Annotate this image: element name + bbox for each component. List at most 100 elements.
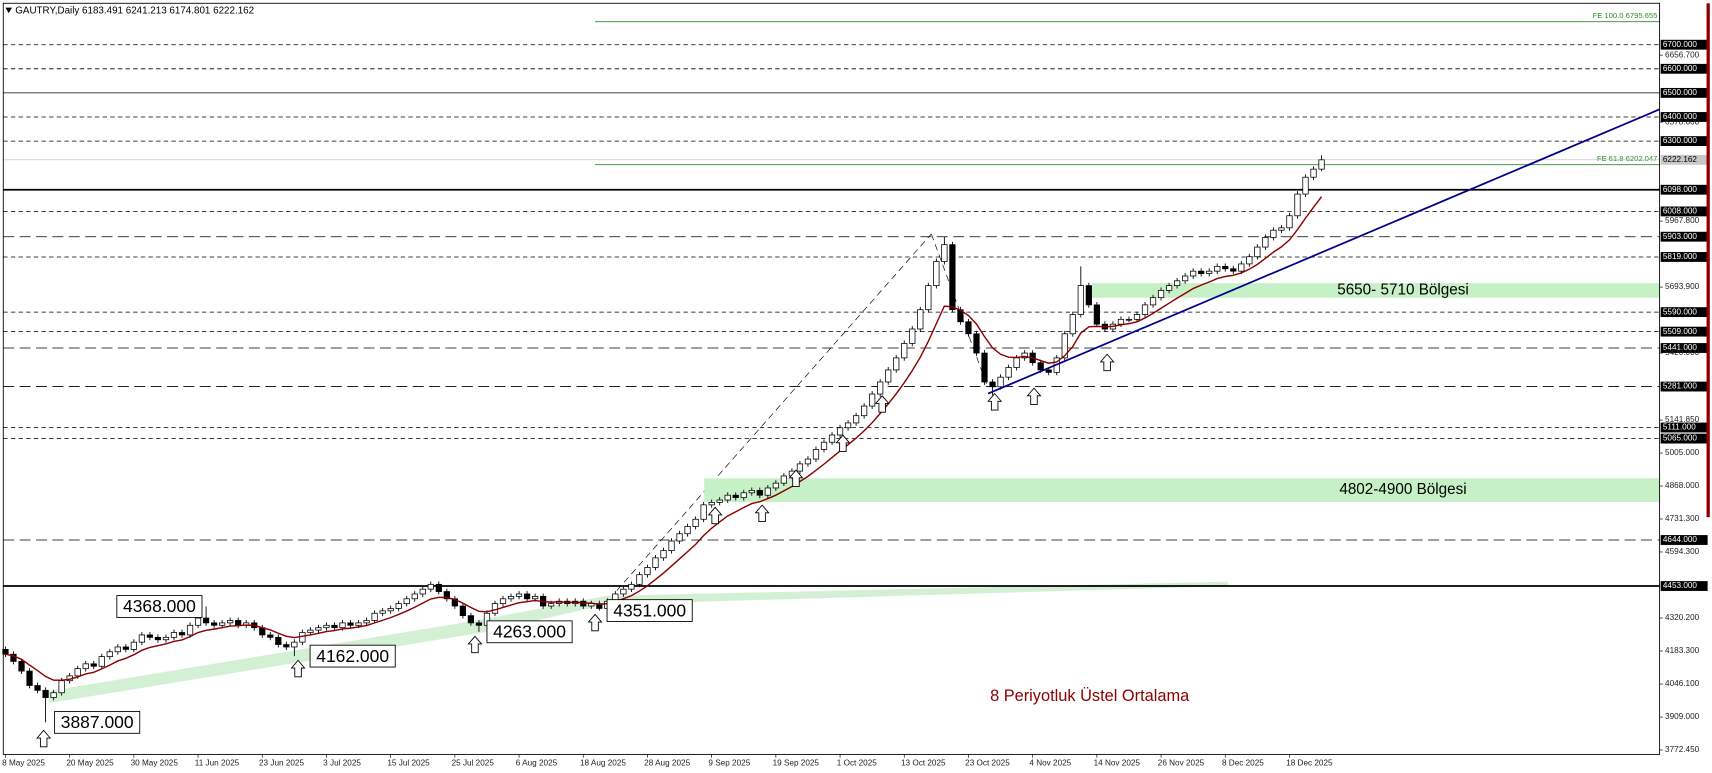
x-tick-label: 1 Oct 2025 <box>837 758 877 767</box>
candle-body <box>1173 280 1181 287</box>
x-tick-label: 19 Sep 2025 <box>773 758 820 767</box>
y-tick-label: 4731.300 <box>1665 514 1700 523</box>
level-label: 5590.000 <box>1663 307 1698 316</box>
candle-body <box>194 617 202 626</box>
x-tick-label: 18 Dec 2025 <box>1286 758 1333 767</box>
annotation-label: 4263.000 <box>493 622 566 642</box>
price-label-box <box>1660 154 1708 165</box>
candle-body <box>1262 237 1269 248</box>
candle-body <box>122 646 129 650</box>
candle-body <box>1149 297 1157 306</box>
arrow-icon <box>36 729 52 748</box>
candle-body <box>772 482 779 489</box>
x-tick-label: 4 Nov 2025 <box>1029 758 1071 767</box>
candle-body <box>1165 285 1173 291</box>
level-label: 5281.000 <box>1663 382 1698 391</box>
candle-body <box>877 381 884 395</box>
candle-body <box>708 502 715 506</box>
ema-label: 8 Periyotluk Üstel Ortalama <box>990 687 1190 705</box>
arrow-icon <box>1026 387 1042 405</box>
candle-body <box>1141 304 1149 315</box>
candle-body <box>804 458 812 465</box>
candle-body <box>1294 193 1301 217</box>
chart-title: GAUTRY,Daily 6183.491 6241.213 6174.801 … <box>15 6 254 17</box>
candle-body <box>933 261 940 287</box>
candle-body <box>1222 265 1229 270</box>
y-tick-label: 5420.000 <box>1665 348 1700 357</box>
candle-body <box>467 615 475 624</box>
candle-body <box>371 612 378 621</box>
plot-frame <box>2 2 1661 755</box>
candle-body <box>869 393 876 407</box>
candle-body <box>339 622 346 629</box>
candle-body <box>82 663 89 670</box>
candle-body <box>387 608 394 612</box>
candle-body <box>1093 304 1100 325</box>
candle-body <box>1005 367 1012 378</box>
level-label: 6500.000 <box>1663 88 1698 97</box>
candle-body <box>515 593 523 597</box>
level-label: 6300.000 <box>1663 136 1698 145</box>
y-tick-label: 6656.700 <box>1665 50 1700 59</box>
x-tick-label: 3 Jul 2025 <box>323 758 361 767</box>
candle-body <box>42 689 49 698</box>
level-label: 5509.000 <box>1663 327 1698 336</box>
candle-body <box>403 598 410 604</box>
candle-body <box>941 244 948 262</box>
candle-body <box>740 492 747 498</box>
candle-body <box>628 583 635 590</box>
candle-body <box>748 490 755 494</box>
y-tick-label: 4868.000 <box>1665 481 1700 490</box>
level-label: 5903.000 <box>1663 232 1698 241</box>
candle-body <box>291 641 298 648</box>
candle-body <box>427 583 434 590</box>
candle-body <box>26 670 33 686</box>
trend-line <box>987 108 1660 395</box>
candle-body <box>459 605 466 617</box>
candle-body <box>275 636 282 645</box>
candle-body <box>443 591 450 600</box>
candle-body <box>997 376 1004 388</box>
y-tick-label: 4320.200 <box>1665 613 1700 622</box>
candle-body <box>74 668 81 677</box>
candle-body <box>1246 256 1253 265</box>
candle-body <box>531 595 539 600</box>
zone-label: 5650- 5710 Bölgesi <box>1337 281 1469 298</box>
candle-body <box>1021 352 1028 359</box>
candle-body <box>114 646 121 653</box>
arrow-icon <box>290 659 306 678</box>
candle-body <box>363 620 370 624</box>
y-tick-label: 5693.900 <box>1665 282 1700 291</box>
y-tick-label: 6378.600 <box>1665 117 1700 126</box>
candle-body <box>307 629 314 633</box>
candle-body <box>162 636 170 641</box>
candle-body <box>186 624 194 636</box>
candle-body <box>812 449 820 460</box>
candle-body <box>925 285 932 311</box>
x-tick-label: 25 Jul 2025 <box>452 758 495 767</box>
level-label: 5065.000 <box>1663 434 1698 443</box>
candle-body <box>861 405 868 417</box>
candle-body <box>1286 215 1293 229</box>
y-tick-label: 4046.100 <box>1665 679 1700 688</box>
candle-body <box>98 656 105 667</box>
candle-body <box>1190 270 1197 277</box>
candle-body <box>1238 263 1245 272</box>
annotation-box <box>486 620 573 644</box>
candle-body <box>210 622 218 626</box>
level-label: 6400.000 <box>1663 112 1698 121</box>
y-tick-label: 5005.000 <box>1665 448 1700 457</box>
candle-body <box>347 622 354 626</box>
y-tick-label: 5967.800 <box>1665 216 1700 225</box>
candle-body <box>1133 314 1141 320</box>
candle-body <box>724 494 731 501</box>
arrow-icon <box>707 506 723 525</box>
candle-body <box>1157 290 1165 299</box>
candle-body <box>700 504 707 520</box>
annotation-label: 3887.000 <box>61 712 134 732</box>
candle-body <box>106 651 113 657</box>
candle-body <box>885 369 892 383</box>
candle-body <box>684 526 691 535</box>
